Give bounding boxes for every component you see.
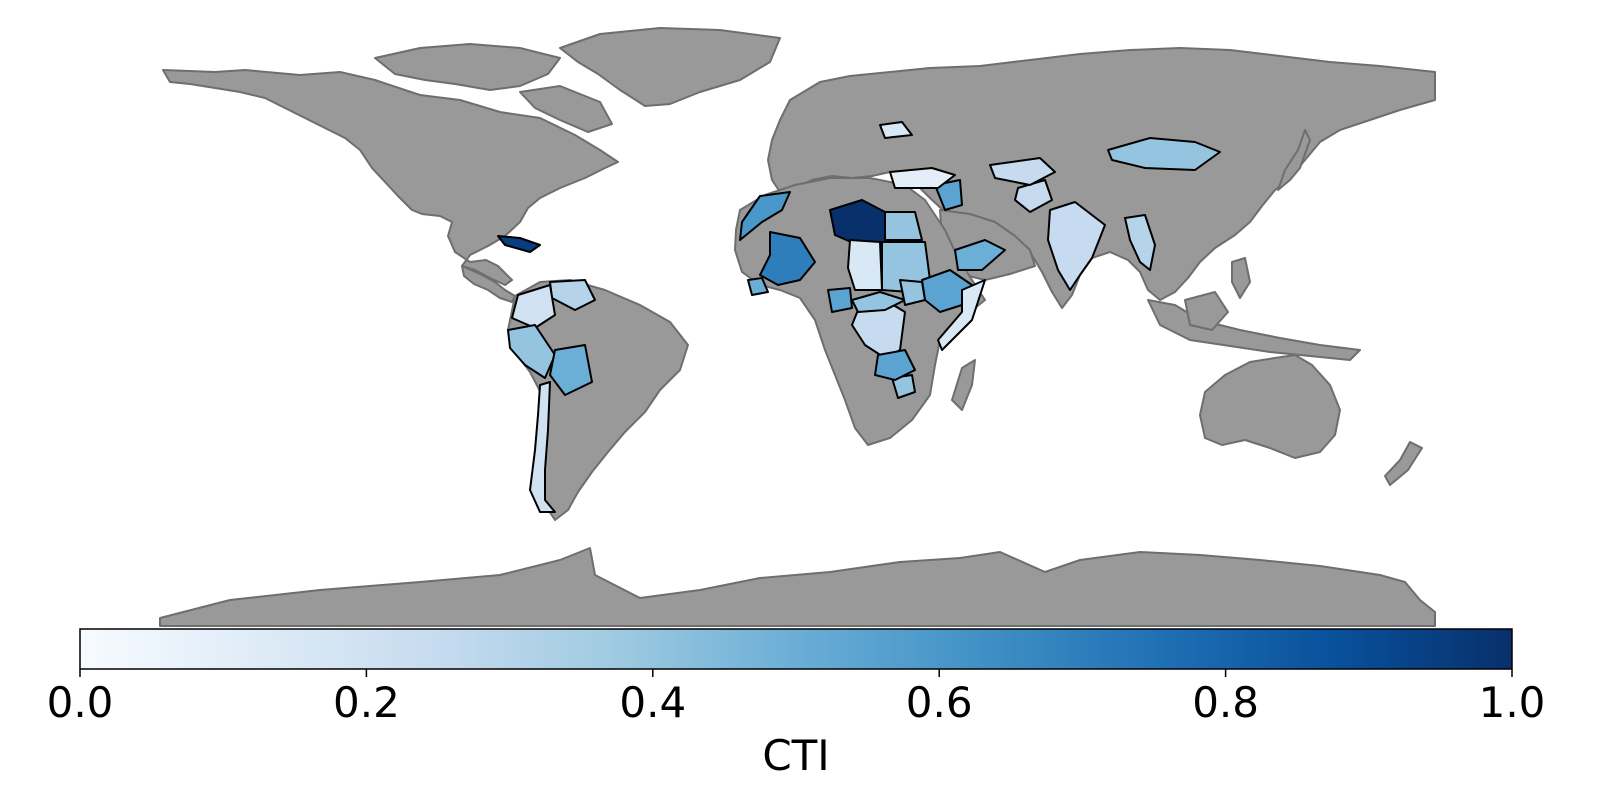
country-morocco[interactable]: Morocco: 0.6 [739, 191, 791, 241]
country-central-african-republic[interactable]: Central African Republic: 0.4 [851, 291, 906, 313]
colorbar-gradient [79, 628, 1513, 670]
landmass-australia [1199, 354, 1341, 459]
country-egypt[interactable]: Egypt: 0.4 [884, 211, 923, 241]
country-mali[interactable]: Mali: 0.7 [759, 231, 816, 286]
tick-label-4: 0.8 [1192, 678, 1259, 727]
landmass-north-america [162, 69, 619, 286]
tick-label-3: 0.6 [906, 678, 973, 727]
country-zambia[interactable]: Zambia: 0.55 [874, 349, 916, 381]
country-colombia[interactable]: Colombia: 0.2 [511, 284, 556, 329]
country-chad[interactable]: Chad: 0.15 [847, 239, 883, 291]
colorbar-tick-labels: 0.0 0.2 0.4 0.6 0.8 1.0 [47, 678, 1546, 727]
tick-label-5: 1.0 [1479, 678, 1546, 727]
country-guinea[interactable]: Guinea: 0.5 [747, 277, 769, 296]
country-myanmar[interactable]: Myanmar: 0.3 [1124, 214, 1156, 271]
country-mongolia[interactable]: Mongolia: 0.4 [1107, 137, 1221, 171]
country-peru[interactable]: Peru: 0.4 [507, 324, 556, 379]
tick-label-1: 0.2 [333, 678, 400, 727]
colorbar: 0.0 0.2 0.4 0.6 0.8 1.0 CTI [47, 628, 1546, 780]
landmass-antarctica [159, 547, 1436, 627]
country-syria[interactable]: Syria: 0.55 [934, 179, 963, 211]
country-south-sudan[interactable]: South Sudan: 0.4 [899, 279, 926, 306]
landmass-group [159, 27, 1436, 627]
country-nigeria[interactable]: Nigeria: 0.55 [827, 287, 853, 313]
country-afghanistan[interactable]: Afghanistan: 0.25 [1014, 179, 1053, 213]
countries-with-data: Libya: 1 Mali: 0.7 Morocco: 0.6 Egypt: 0… [497, 121, 1221, 513]
country-turkey[interactable]: Turkey: 0.1 [889, 167, 956, 189]
landmass-madagascar [951, 359, 976, 411]
landmass-borneo [1184, 291, 1229, 331]
country-somalia[interactable]: Somalia: 0.15 [937, 279, 986, 351]
country-cuba[interactable]: Cuba: 0.95 [497, 235, 541, 253]
country-india[interactable]: India: 0.25 [1047, 201, 1106, 291]
country-zimbabwe[interactable]: Zimbabwe: 0.4 [891, 374, 916, 399]
landmass-japan [1277, 129, 1311, 191]
country-bolivia[interactable]: Bolivia: 0.5 [549, 344, 593, 396]
country-pakistan[interactable]: Pakistan: 0.25 [989, 157, 1056, 186]
landmass-philippines [1231, 257, 1251, 299]
colorbar-tick-marks [79, 669, 1513, 677]
country-chile[interactable]: Chile: 0.2 [529, 381, 556, 513]
landmass-central-america [461, 265, 516, 303]
colorbar-axis-label: CTI [762, 731, 829, 780]
landmass-indonesia [1147, 299, 1361, 361]
tick-label-0: 0.0 [47, 678, 114, 727]
landmass-baffin [519, 85, 613, 133]
landmass-new-zealand [1384, 441, 1423, 486]
landmass-arctic-islands [374, 43, 561, 91]
tick-label-2: 0.4 [619, 678, 686, 727]
country-ukraine[interactable]: Ukraine: 0.15 [879, 121, 913, 139]
country-yemen[interactable]: Yemen: 0.5 [954, 239, 1006, 271]
landmass-greenland [559, 27, 781, 107]
